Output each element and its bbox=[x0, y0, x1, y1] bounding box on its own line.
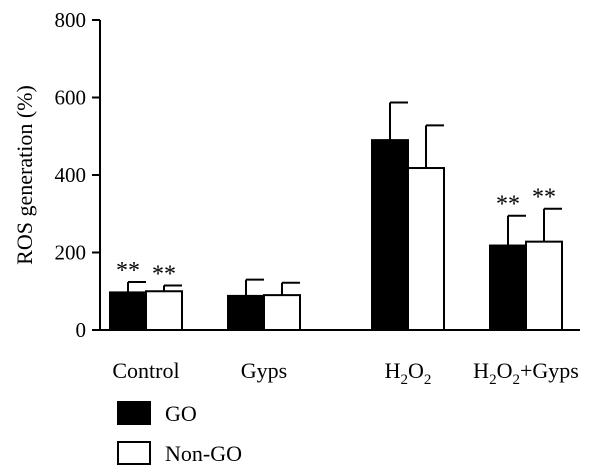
y-tick-label: 800 bbox=[55, 8, 87, 32]
legend-label: GO bbox=[165, 401, 197, 426]
bar-go bbox=[489, 244, 527, 331]
bar-go bbox=[371, 139, 409, 331]
significance-marker: ** bbox=[152, 261, 176, 287]
bars bbox=[109, 101, 563, 332]
significance-marker: ** bbox=[532, 185, 556, 211]
axes: 0 200 400 600 800 ROS generation (%) bbox=[12, 8, 580, 342]
category-label: H2O2+Gyps bbox=[473, 358, 579, 388]
significance-marker: ** bbox=[116, 258, 140, 284]
bar-non-go bbox=[525, 240, 563, 331]
y-tick-label: 400 bbox=[55, 163, 87, 187]
legend: GO Non-GO bbox=[117, 401, 242, 466]
labels: ** ** ** ** Control Gyps H2O2 H2O2+Gyps bbox=[112, 185, 578, 388]
bar-non-go bbox=[145, 290, 183, 331]
significance-marker: ** bbox=[496, 192, 520, 218]
category-label: Control bbox=[112, 358, 179, 383]
y-tick-label: 0 bbox=[76, 318, 87, 342]
bar-non-go bbox=[407, 167, 445, 331]
bar-go bbox=[227, 294, 265, 331]
bar-go bbox=[109, 291, 147, 332]
bar-non-go bbox=[263, 294, 301, 331]
y-tick-label: 600 bbox=[55, 86, 87, 110]
y-tick-label: 200 bbox=[55, 241, 87, 265]
legend-label: Non-GO bbox=[165, 441, 242, 466]
category-label: Gyps bbox=[241, 358, 287, 383]
legend-swatch-go bbox=[117, 401, 151, 425]
category-label: H2O2 bbox=[385, 358, 432, 388]
legend-swatch-non-go bbox=[117, 441, 151, 465]
y-axis-label: ROS generation (%) bbox=[12, 85, 37, 265]
